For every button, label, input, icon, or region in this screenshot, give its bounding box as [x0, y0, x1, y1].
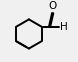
Text: H: H	[60, 22, 68, 32]
Text: O: O	[49, 1, 57, 11]
